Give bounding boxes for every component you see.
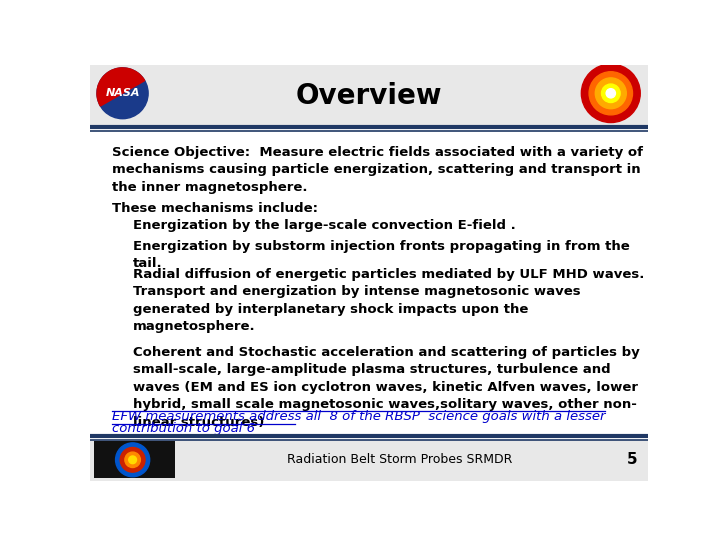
Circle shape <box>606 89 616 98</box>
Circle shape <box>116 443 150 477</box>
Text: EFW measurements address all  8 of the RBSP  science goals with a lesser: EFW measurements address all 8 of the RB… <box>112 410 606 423</box>
Circle shape <box>581 64 640 123</box>
Text: Coherent and Stochastic acceleration and scattering of particles by
small-scale,: Coherent and Stochastic acceleration and… <box>132 346 639 429</box>
Text: Radial diffusion of energetic particles mediated by ULF MHD waves.: Radial diffusion of energetic particles … <box>132 268 644 281</box>
FancyBboxPatch shape <box>94 441 175 478</box>
Text: Science Objective:  Measure electric fields associated with a variety of
mechani: Science Objective: Measure electric fiel… <box>112 146 643 194</box>
Circle shape <box>97 68 148 119</box>
Text: NASA: NASA <box>105 88 140 98</box>
Circle shape <box>595 78 626 109</box>
Circle shape <box>125 452 140 468</box>
Wedge shape <box>97 68 145 106</box>
Text: 5: 5 <box>627 451 638 467</box>
Circle shape <box>129 456 137 464</box>
Circle shape <box>120 448 145 472</box>
Text: Energization by substorm injection fronts propagating in from the
tail.: Energization by substorm injection front… <box>132 240 629 270</box>
Text: These mechanisms include:: These mechanisms include: <box>112 202 318 215</box>
Text: Radiation Belt Storm Probes SRMDR: Radiation Belt Storm Probes SRMDR <box>287 453 513 465</box>
Text: Energization by the large-scale convection E-field .: Energization by the large-scale convecti… <box>132 219 516 232</box>
FancyBboxPatch shape <box>90 440 648 481</box>
Text: Overview: Overview <box>296 82 442 110</box>
Text: contribution to goal 6: contribution to goal 6 <box>112 422 255 435</box>
Circle shape <box>589 72 632 115</box>
FancyBboxPatch shape <box>90 65 648 126</box>
Text: Transport and energization by intense magnetosonic waves
generated by interplane: Transport and energization by intense ma… <box>132 285 580 333</box>
Circle shape <box>601 84 620 103</box>
